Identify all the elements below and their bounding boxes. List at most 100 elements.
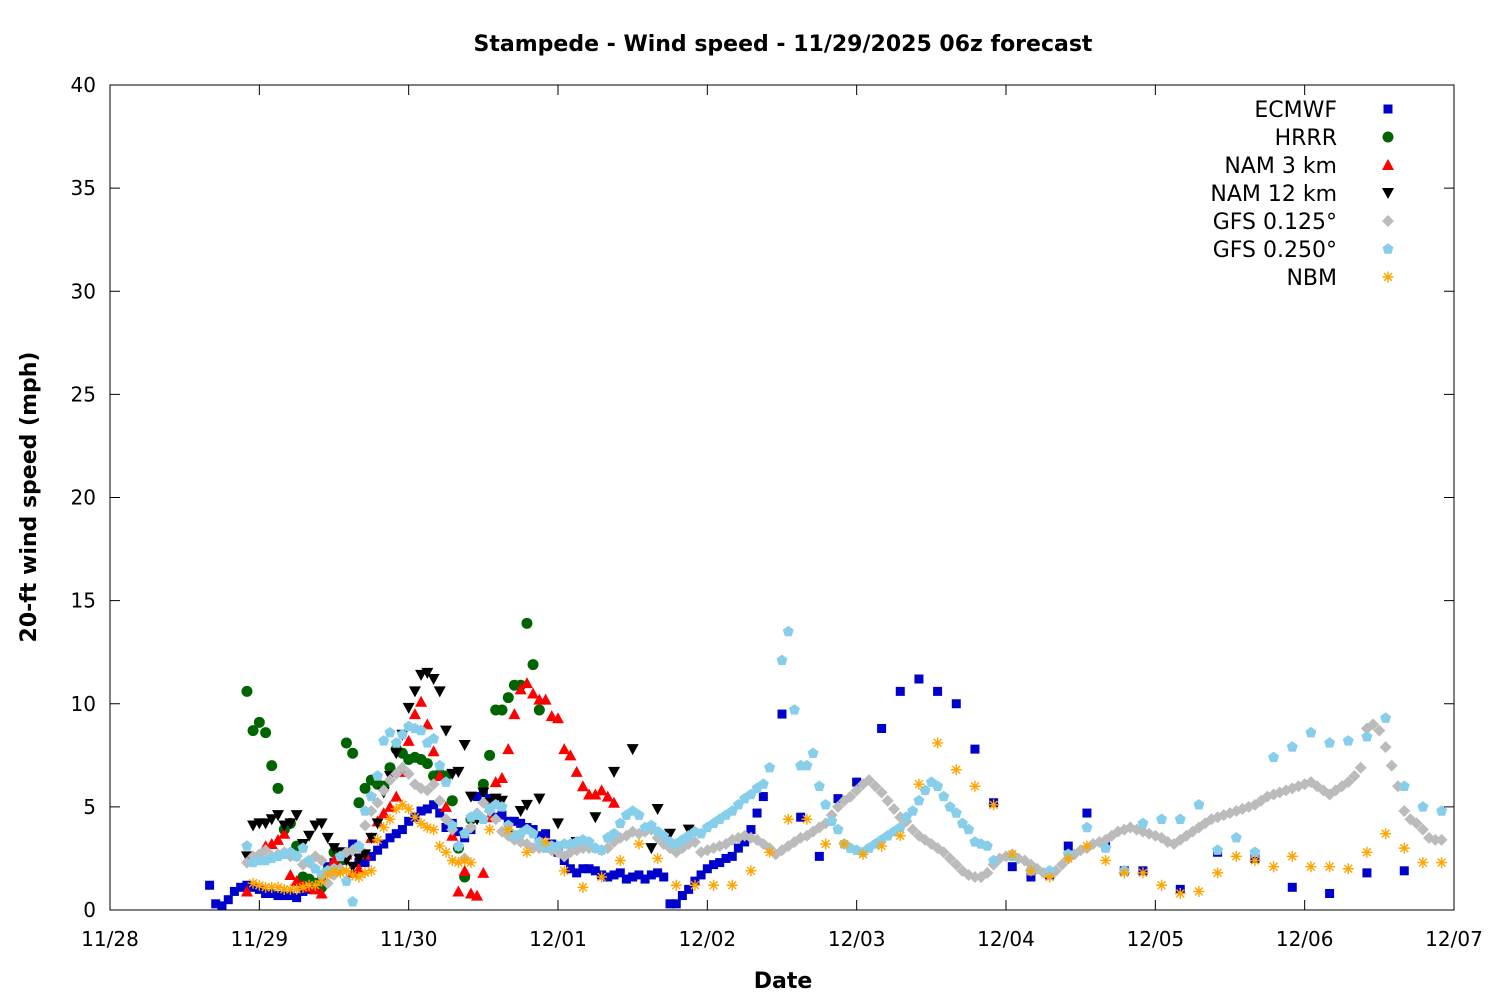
data-point — [1062, 852, 1074, 864]
data-point — [360, 858, 370, 868]
data-point — [421, 718, 434, 730]
data-point — [284, 868, 297, 880]
data-point — [1286, 741, 1298, 752]
data-point — [365, 865, 377, 877]
data-point — [1286, 850, 1298, 862]
data-point — [876, 840, 888, 852]
data-point — [309, 879, 321, 891]
data-point — [321, 832, 334, 844]
data-point — [390, 803, 402, 815]
data-point — [340, 737, 352, 749]
data-point — [409, 811, 421, 823]
data-point — [950, 858, 963, 871]
data-point — [403, 803, 415, 815]
data-point — [801, 813, 813, 825]
data-point — [346, 861, 359, 873]
data-point — [1081, 821, 1093, 833]
x-tick-label: 12/04 — [977, 927, 1035, 951]
x-tick-label: 12/07 — [1425, 927, 1483, 951]
data-point — [402, 702, 415, 714]
data-point — [1305, 726, 1317, 738]
data-point — [615, 868, 625, 878]
data-point — [291, 850, 303, 862]
data-point — [877, 724, 887, 733]
data-point — [782, 625, 794, 637]
data-point — [334, 867, 346, 879]
data-point — [988, 854, 1000, 866]
data-point — [421, 784, 434, 797]
data-point — [273, 891, 283, 901]
legend-item: GFS 0.250° — [1213, 238, 1394, 263]
data-point — [932, 780, 944, 791]
data-point — [440, 776, 452, 787]
data-point — [564, 749, 577, 761]
data-point — [764, 846, 776, 858]
data-point — [852, 777, 862, 787]
y-tick-label: 10 — [71, 692, 96, 716]
data-point — [502, 824, 514, 836]
data-point — [440, 725, 452, 737]
data-point — [297, 842, 309, 853]
data-point — [516, 818, 526, 828]
data-point — [684, 884, 694, 894]
data-point — [670, 879, 682, 891]
data-point — [565, 864, 575, 874]
data-point — [260, 881, 272, 893]
data-point — [1025, 865, 1037, 877]
data-point — [1212, 867, 1224, 879]
data-point — [1156, 813, 1168, 824]
data-point — [334, 850, 346, 862]
data-point — [390, 737, 402, 748]
x-tick-label: 11/30 — [380, 927, 438, 951]
data-point — [558, 743, 571, 755]
data-point — [1398, 805, 1411, 817]
data-point — [645, 819, 657, 831]
data-point — [820, 838, 832, 850]
data-point — [658, 829, 670, 841]
data-point — [1137, 867, 1149, 879]
legend-label: NAM 12 km — [1210, 182, 1337, 207]
data-point — [533, 793, 546, 805]
data-point — [472, 792, 482, 802]
data-point — [404, 816, 414, 826]
data-point — [981, 840, 993, 851]
data-point — [1416, 823, 1429, 836]
y-tick-label: 25 — [71, 382, 96, 406]
data-point — [746, 825, 756, 835]
data-point — [459, 827, 471, 839]
data-point — [315, 854, 328, 867]
data-point — [913, 794, 925, 806]
data-point — [477, 866, 490, 878]
data-point — [1436, 857, 1448, 869]
data-point — [353, 840, 365, 851]
data-points — [205, 617, 1448, 911]
data-point — [372, 770, 384, 781]
series-6 — [247, 737, 1448, 899]
data-point — [1348, 769, 1361, 782]
x-tick-label: 12/05 — [1127, 927, 1185, 951]
data-point — [552, 818, 564, 830]
data-point — [788, 704, 800, 715]
data-point — [888, 802, 900, 815]
data-point — [869, 780, 882, 793]
data-point — [814, 851, 824, 861]
data-point — [378, 735, 390, 746]
data-point — [433, 769, 446, 781]
data-point — [677, 891, 687, 901]
legend-marker — [1382, 271, 1394, 283]
legend: ECMWF HRRR NAM 3 km NAM 12 km GFS 0.125° GFS … — [1210, 98, 1394, 291]
data-point — [595, 784, 608, 796]
data-point — [365, 790, 377, 802]
data-point — [777, 709, 787, 719]
data-point — [969, 780, 981, 792]
data-point — [1249, 846, 1261, 857]
data-point — [452, 857, 464, 869]
data-point — [702, 864, 712, 874]
data-point — [205, 880, 215, 890]
data-point — [1342, 776, 1355, 789]
x-axis-label: Date — [754, 969, 813, 994]
data-point — [583, 836, 595, 847]
data-point — [608, 796, 620, 808]
data-point — [1118, 867, 1130, 879]
data-point — [832, 800, 844, 813]
